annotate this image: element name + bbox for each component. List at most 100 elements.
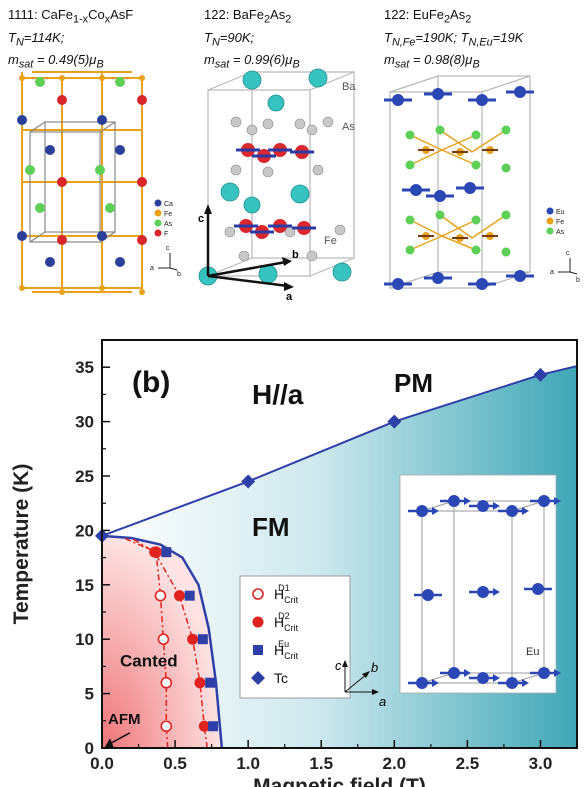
inset-moment-head-2-1 bbox=[464, 669, 471, 677]
afm-arrow-head bbox=[105, 738, 114, 748]
svg-text:Ca: Ca bbox=[164, 201, 173, 208]
y-tick-label: 5 bbox=[85, 685, 94, 704]
y-tick-label: 20 bbox=[75, 521, 94, 540]
inset-moment-head-0-4 bbox=[493, 502, 500, 510]
axes-structure-3 bbox=[558, 258, 578, 275]
svg-text:F: F bbox=[164, 231, 168, 238]
marker-h-1-4 bbox=[149, 546, 161, 558]
marker-h-2-3 bbox=[184, 590, 195, 601]
svg-text:Fe: Fe bbox=[164, 211, 172, 218]
triad-a-head bbox=[372, 689, 379, 695]
svg-text:Fe: Fe bbox=[324, 235, 337, 247]
inset-eu-atom-mid-0 bbox=[422, 589, 434, 601]
structure-3-drawing: Eu Fe As c a b bbox=[384, 75, 580, 290]
structure-2-drawing: c b a Ba As Fe bbox=[198, 68, 356, 303]
marker-h-2-1 bbox=[205, 677, 216, 688]
y-tick-label: 10 bbox=[75, 630, 94, 649]
structure-1-drawing: Ca Fe As F c a b bbox=[17, 71, 181, 295]
triad-b-head bbox=[362, 671, 370, 678]
triad-b-label: b bbox=[371, 660, 378, 675]
axes-structure-1 bbox=[158, 253, 178, 271]
legend-label-3: Tc bbox=[274, 670, 288, 686]
x-tick-label: 2.5 bbox=[456, 754, 480, 773]
svg-text:b: b bbox=[576, 277, 580, 284]
marker-h-0-3 bbox=[154, 589, 167, 602]
inset-eu-atom-2-4 bbox=[477, 672, 489, 684]
x-tick-label: 3.0 bbox=[529, 754, 553, 773]
svg-text:As: As bbox=[342, 121, 355, 133]
marker-h-2-0 bbox=[208, 721, 219, 732]
inset-eu-label: Eu bbox=[526, 646, 539, 658]
inset-eu-atom-2-2 bbox=[506, 677, 518, 689]
svg-text:As: As bbox=[164, 221, 173, 228]
legend-label-0: HCritD1 bbox=[274, 583, 299, 605]
inset-eu-atom-2-3 bbox=[538, 667, 550, 679]
svg-text:Ba: Ba bbox=[342, 81, 356, 93]
svg-text:c: c bbox=[566, 250, 570, 257]
inset-cell-face-1 bbox=[453, 500, 545, 674]
boundary-curve-line bbox=[101, 534, 224, 749]
plot-frame bbox=[101, 339, 578, 749]
region-label-pm: PM bbox=[394, 368, 433, 398]
inset-moment-head-2-0 bbox=[432, 679, 439, 687]
inset-eu-atom-0-0 bbox=[416, 505, 428, 517]
marker-h-0-0 bbox=[160, 720, 173, 733]
inset-moment-head-0-1 bbox=[464, 497, 471, 505]
x-tick-label: 0.5 bbox=[163, 754, 187, 773]
inset-eu-structure: Eu bbox=[399, 474, 561, 694]
inset-moment-head-0-2 bbox=[522, 507, 529, 515]
marker-h-1-0 bbox=[198, 720, 210, 732]
svg-text:a: a bbox=[550, 269, 554, 276]
inset-moment-head-0-0 bbox=[432, 507, 439, 515]
region-label-canted: Canted bbox=[120, 651, 178, 670]
inset-eu-atom-0-4 bbox=[477, 500, 489, 512]
structure-eufe2as2: 122: EuFe2As2 TN,Fe=190K; TN,Eu=19K msat… bbox=[380, 0, 584, 310]
svg-text:Eu: Eu bbox=[556, 209, 565, 216]
x-tick-label: 2.0 bbox=[382, 754, 406, 773]
inset-eu-atom-2-1 bbox=[448, 667, 460, 679]
x-tick-label: 1.0 bbox=[236, 754, 260, 773]
structure-title-1: 1111: CaFe1-xCoxAsF TN=114K; msat = 0.49… bbox=[8, 7, 134, 71]
svg-text:As: As bbox=[556, 229, 565, 236]
inset-moment-head-0-3 bbox=[554, 497, 561, 505]
marker-tc-3-3 bbox=[533, 367, 548, 382]
inset-moment-head-2-2 bbox=[522, 679, 529, 687]
svg-text:Fe: Fe bbox=[556, 219, 564, 226]
panel-label: (b) bbox=[132, 366, 170, 399]
y-tick-label: 35 bbox=[75, 358, 94, 377]
svg-text:b: b bbox=[177, 271, 181, 278]
svg-text:c: c bbox=[198, 213, 204, 225]
marker-h-2-2 bbox=[197, 634, 208, 645]
inset-moment-head-2-3 bbox=[554, 669, 561, 677]
legend-label-2: HCritEu bbox=[274, 639, 299, 661]
marker-h-0-1 bbox=[160, 676, 173, 689]
legend-marker-0 bbox=[252, 588, 264, 600]
region-label-afm: AFM bbox=[108, 711, 141, 728]
legend-structure-3: Eu Fe As bbox=[546, 207, 565, 236]
triad-b-axis bbox=[344, 673, 368, 693]
marker-h-1-1 bbox=[194, 677, 206, 689]
inset-eu-atom-2-0 bbox=[416, 677, 428, 689]
triad-c-head bbox=[342, 660, 348, 667]
y-tick-label: 15 bbox=[75, 576, 94, 595]
legend-marker-1 bbox=[252, 616, 264, 628]
inset-moment-head-1-4 bbox=[493, 588, 500, 596]
triad-c-label: c bbox=[335, 658, 342, 673]
triad-a-label: a bbox=[379, 694, 386, 709]
inset-cell-face-0 bbox=[421, 510, 513, 684]
y-tick-label: 0 bbox=[85, 739, 94, 758]
crystal-structures-panel: 1111: CaFe1-xCoxAsF TN=114K; msat = 0.49… bbox=[0, 0, 584, 310]
x-tick-label: 1.5 bbox=[309, 754, 333, 773]
legend-marker-3 bbox=[251, 671, 265, 685]
legend-marker-2 bbox=[253, 645, 263, 655]
marker-h-2-4 bbox=[161, 547, 172, 558]
svg-text:a: a bbox=[286, 291, 293, 303]
region-label-fm: FM bbox=[252, 512, 290, 542]
legend-label-1: HCritD2 bbox=[274, 611, 299, 633]
inset-eu-atom-0-1 bbox=[448, 495, 460, 507]
y-tick-label: 30 bbox=[75, 413, 94, 432]
structure-title-2: 122: BaFe2As2 TN=90K; msat = 0.99(6)μB bbox=[204, 7, 300, 71]
inset-moment-head-2-4 bbox=[493, 674, 500, 682]
structure-cafeasf: 1111: CaFe1-xCoxAsF TN=114K; msat = 0.49… bbox=[0, 0, 190, 310]
field-direction-label: H//a bbox=[252, 379, 304, 410]
